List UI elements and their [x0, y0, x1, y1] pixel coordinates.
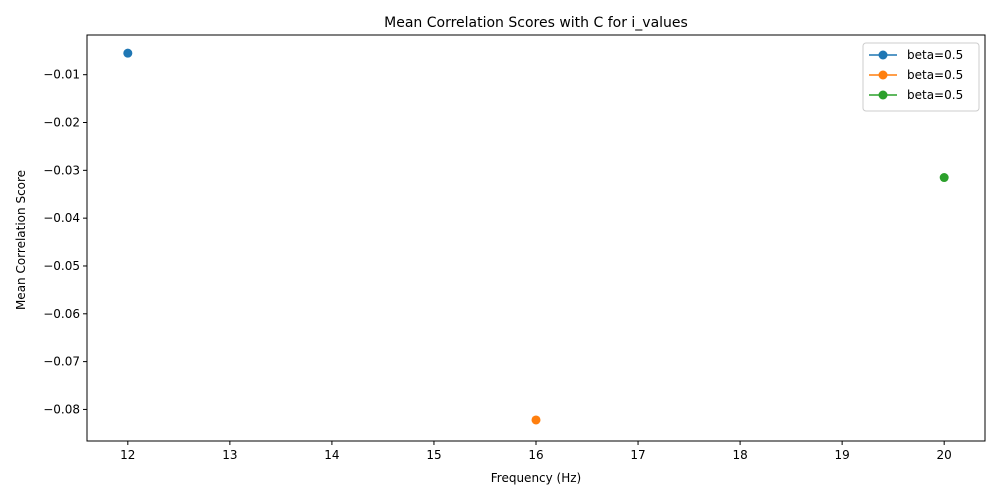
data-point [939, 173, 949, 183]
x-tick-label: 19 [834, 448, 849, 462]
legend-label: beta=0.5 [907, 68, 963, 82]
plot-area [86, 34, 986, 442]
y-tick-label: −0.04 [43, 211, 80, 225]
y-tick-label: −0.07 [43, 355, 80, 369]
legend-box [862, 42, 980, 112]
legend-label: beta=0.5 [907, 88, 963, 102]
legend-marker [878, 50, 888, 60]
legend-item: beta=0.5 [869, 48, 963, 62]
x-tick-label: 13 [222, 448, 237, 462]
legend-item: beta=0.5 [869, 88, 963, 102]
x-tick-label: 18 [732, 448, 747, 462]
y-tick-label: −0.05 [43, 259, 80, 273]
data-point [123, 48, 133, 58]
series-2 [531, 415, 541, 425]
y-tick-label: −0.06 [43, 307, 80, 321]
y-tick-label: −0.02 [43, 116, 80, 130]
data-point [531, 415, 541, 425]
legend-marker [878, 70, 888, 80]
x-axis: 12 13 14 15 16 17 18 19 20 [120, 441, 952, 462]
series-3 [939, 173, 949, 183]
series-1 [123, 48, 133, 58]
y-tick-label: −0.03 [43, 163, 80, 177]
legend-marker [878, 90, 888, 100]
y-tick-label: −0.08 [43, 402, 80, 416]
x-tick-label: 17 [630, 448, 645, 462]
x-axis-label: Frequency (Hz) [491, 471, 582, 485]
x-tick-label: 20 [937, 448, 952, 462]
y-tick-label: −0.01 [43, 68, 80, 82]
y-axis-label: Mean Correlation Score [14, 170, 28, 310]
x-tick-label: 16 [528, 448, 543, 462]
legend-label: beta=0.5 [907, 48, 963, 62]
plot-frame [86, 34, 986, 442]
legend-item: beta=0.5 [869, 68, 963, 82]
y-axis: −0.01 −0.02 −0.03 −0.04 −0.05 −0.06 −0.07 −0.08 [43, 68, 87, 416]
x-tick-label: 15 [426, 448, 441, 462]
legend: beta=0.5 beta=0.5 beta=0.5 [862, 42, 980, 112]
chart-title: Mean Correlation Scores with C for i_val… [384, 15, 688, 31]
x-tick-label: 12 [120, 448, 135, 462]
series-layer [123, 48, 949, 425]
x-tick-label: 14 [324, 448, 339, 462]
